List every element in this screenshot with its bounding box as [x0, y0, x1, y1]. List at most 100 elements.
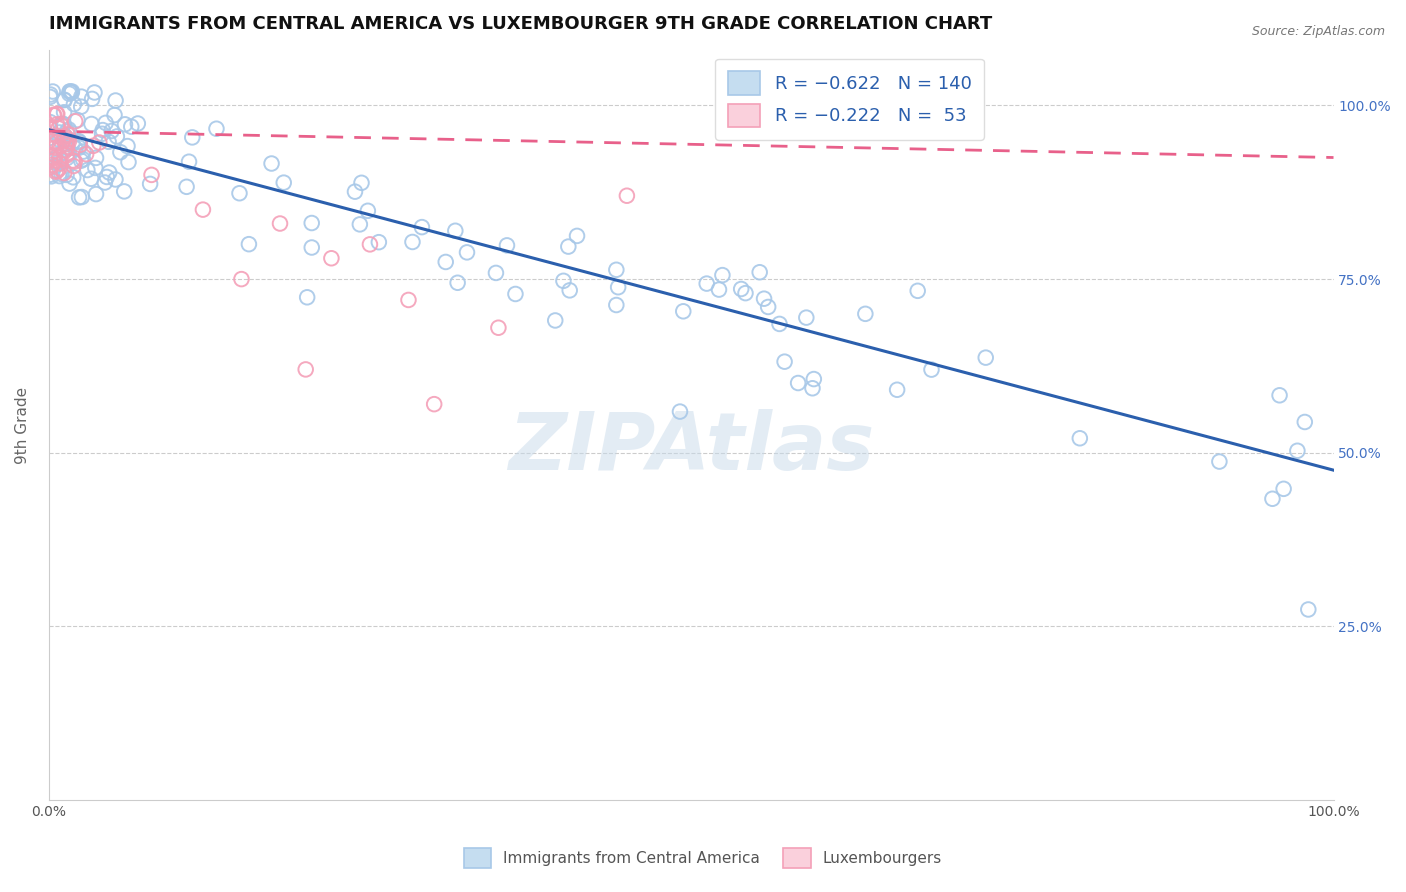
- Point: [56, 128, 79, 142]
- Point: [89, 136, 111, 150]
- Point: [260, 156, 283, 170]
- Point: [48, 155, 70, 169]
- Point: [711, 268, 734, 282]
- Point: [343, 185, 366, 199]
- Point: [66, 113, 89, 128]
- Point: [110, 145, 132, 160]
- Point: [67, 134, 90, 148]
- Point: [58, 87, 80, 101]
- Point: [38, 134, 60, 148]
- Point: [44, 141, 66, 155]
- Point: [205, 121, 228, 136]
- Point: [1294, 415, 1316, 429]
- Point: [423, 397, 446, 411]
- Point: [105, 129, 128, 144]
- Point: [446, 276, 468, 290]
- Point: [127, 116, 149, 130]
- Point: [853, 307, 876, 321]
- Point: [80, 117, 103, 131]
- Point: [496, 238, 519, 252]
- Point: [82, 92, 104, 106]
- Point: [62, 170, 84, 185]
- Point: [177, 154, 200, 169]
- Point: [84, 161, 107, 175]
- Point: [886, 383, 908, 397]
- Point: [59, 85, 82, 99]
- Point: [231, 272, 253, 286]
- Point: [67, 141, 90, 155]
- Point: [768, 317, 790, 331]
- Point: [44, 153, 66, 167]
- Point: [41, 158, 63, 172]
- Point: [748, 265, 770, 279]
- Point: [58, 122, 80, 136]
- Point: [557, 239, 579, 253]
- Point: [63, 114, 86, 128]
- Point: [53, 166, 76, 180]
- Point: [62, 159, 84, 173]
- Point: [273, 176, 295, 190]
- Point: [91, 123, 114, 137]
- Point: [83, 86, 105, 100]
- Point: [117, 155, 139, 169]
- Point: [104, 172, 127, 186]
- Point: [38, 161, 60, 175]
- Point: [100, 124, 122, 138]
- Point: [349, 218, 371, 232]
- Point: [117, 139, 139, 153]
- Legend: Immigrants from Central America, Luxembourgers: Immigrants from Central America, Luxembo…: [457, 842, 949, 873]
- Point: [53, 128, 76, 143]
- Point: [1261, 491, 1284, 506]
- Point: [39, 169, 62, 184]
- Point: [39, 131, 62, 145]
- Point: [752, 292, 775, 306]
- Point: [456, 245, 478, 260]
- Point: [616, 188, 638, 202]
- Point: [84, 187, 107, 202]
- Point: [295, 290, 318, 304]
- Point: [65, 141, 87, 155]
- Point: [69, 136, 91, 150]
- Point: [558, 284, 581, 298]
- Point: [39, 149, 62, 163]
- Point: [773, 354, 796, 368]
- Point: [44, 136, 66, 150]
- Point: [176, 179, 198, 194]
- Point: [1286, 443, 1309, 458]
- Y-axis label: 9th Grade: 9th Grade: [15, 386, 30, 464]
- Point: [565, 228, 588, 243]
- Point: [401, 235, 423, 249]
- Point: [350, 176, 373, 190]
- Point: [39, 168, 62, 182]
- Point: [63, 154, 86, 169]
- Point: [70, 153, 93, 168]
- Point: [94, 176, 117, 190]
- Point: [44, 108, 66, 122]
- Point: [70, 89, 93, 103]
- Point: [39, 87, 62, 102]
- Point: [42, 85, 65, 99]
- Point: [48, 169, 70, 183]
- Point: [181, 130, 204, 145]
- Point: [56, 132, 79, 146]
- Point: [485, 266, 508, 280]
- Point: [696, 277, 718, 291]
- Point: [434, 255, 457, 269]
- Point: [112, 185, 135, 199]
- Point: [1069, 431, 1091, 445]
- Point: [48, 161, 70, 176]
- Point: [1272, 482, 1295, 496]
- Point: [60, 85, 83, 99]
- Point: [53, 144, 76, 158]
- Point: [39, 115, 62, 129]
- Point: [62, 153, 84, 168]
- Point: [51, 167, 73, 181]
- Point: [46, 107, 69, 121]
- Point: [38, 120, 60, 135]
- Point: [75, 147, 97, 161]
- Point: [60, 86, 83, 100]
- Point: [48, 133, 70, 147]
- Point: [669, 404, 692, 418]
- Point: [48, 121, 70, 136]
- Point: [544, 313, 567, 327]
